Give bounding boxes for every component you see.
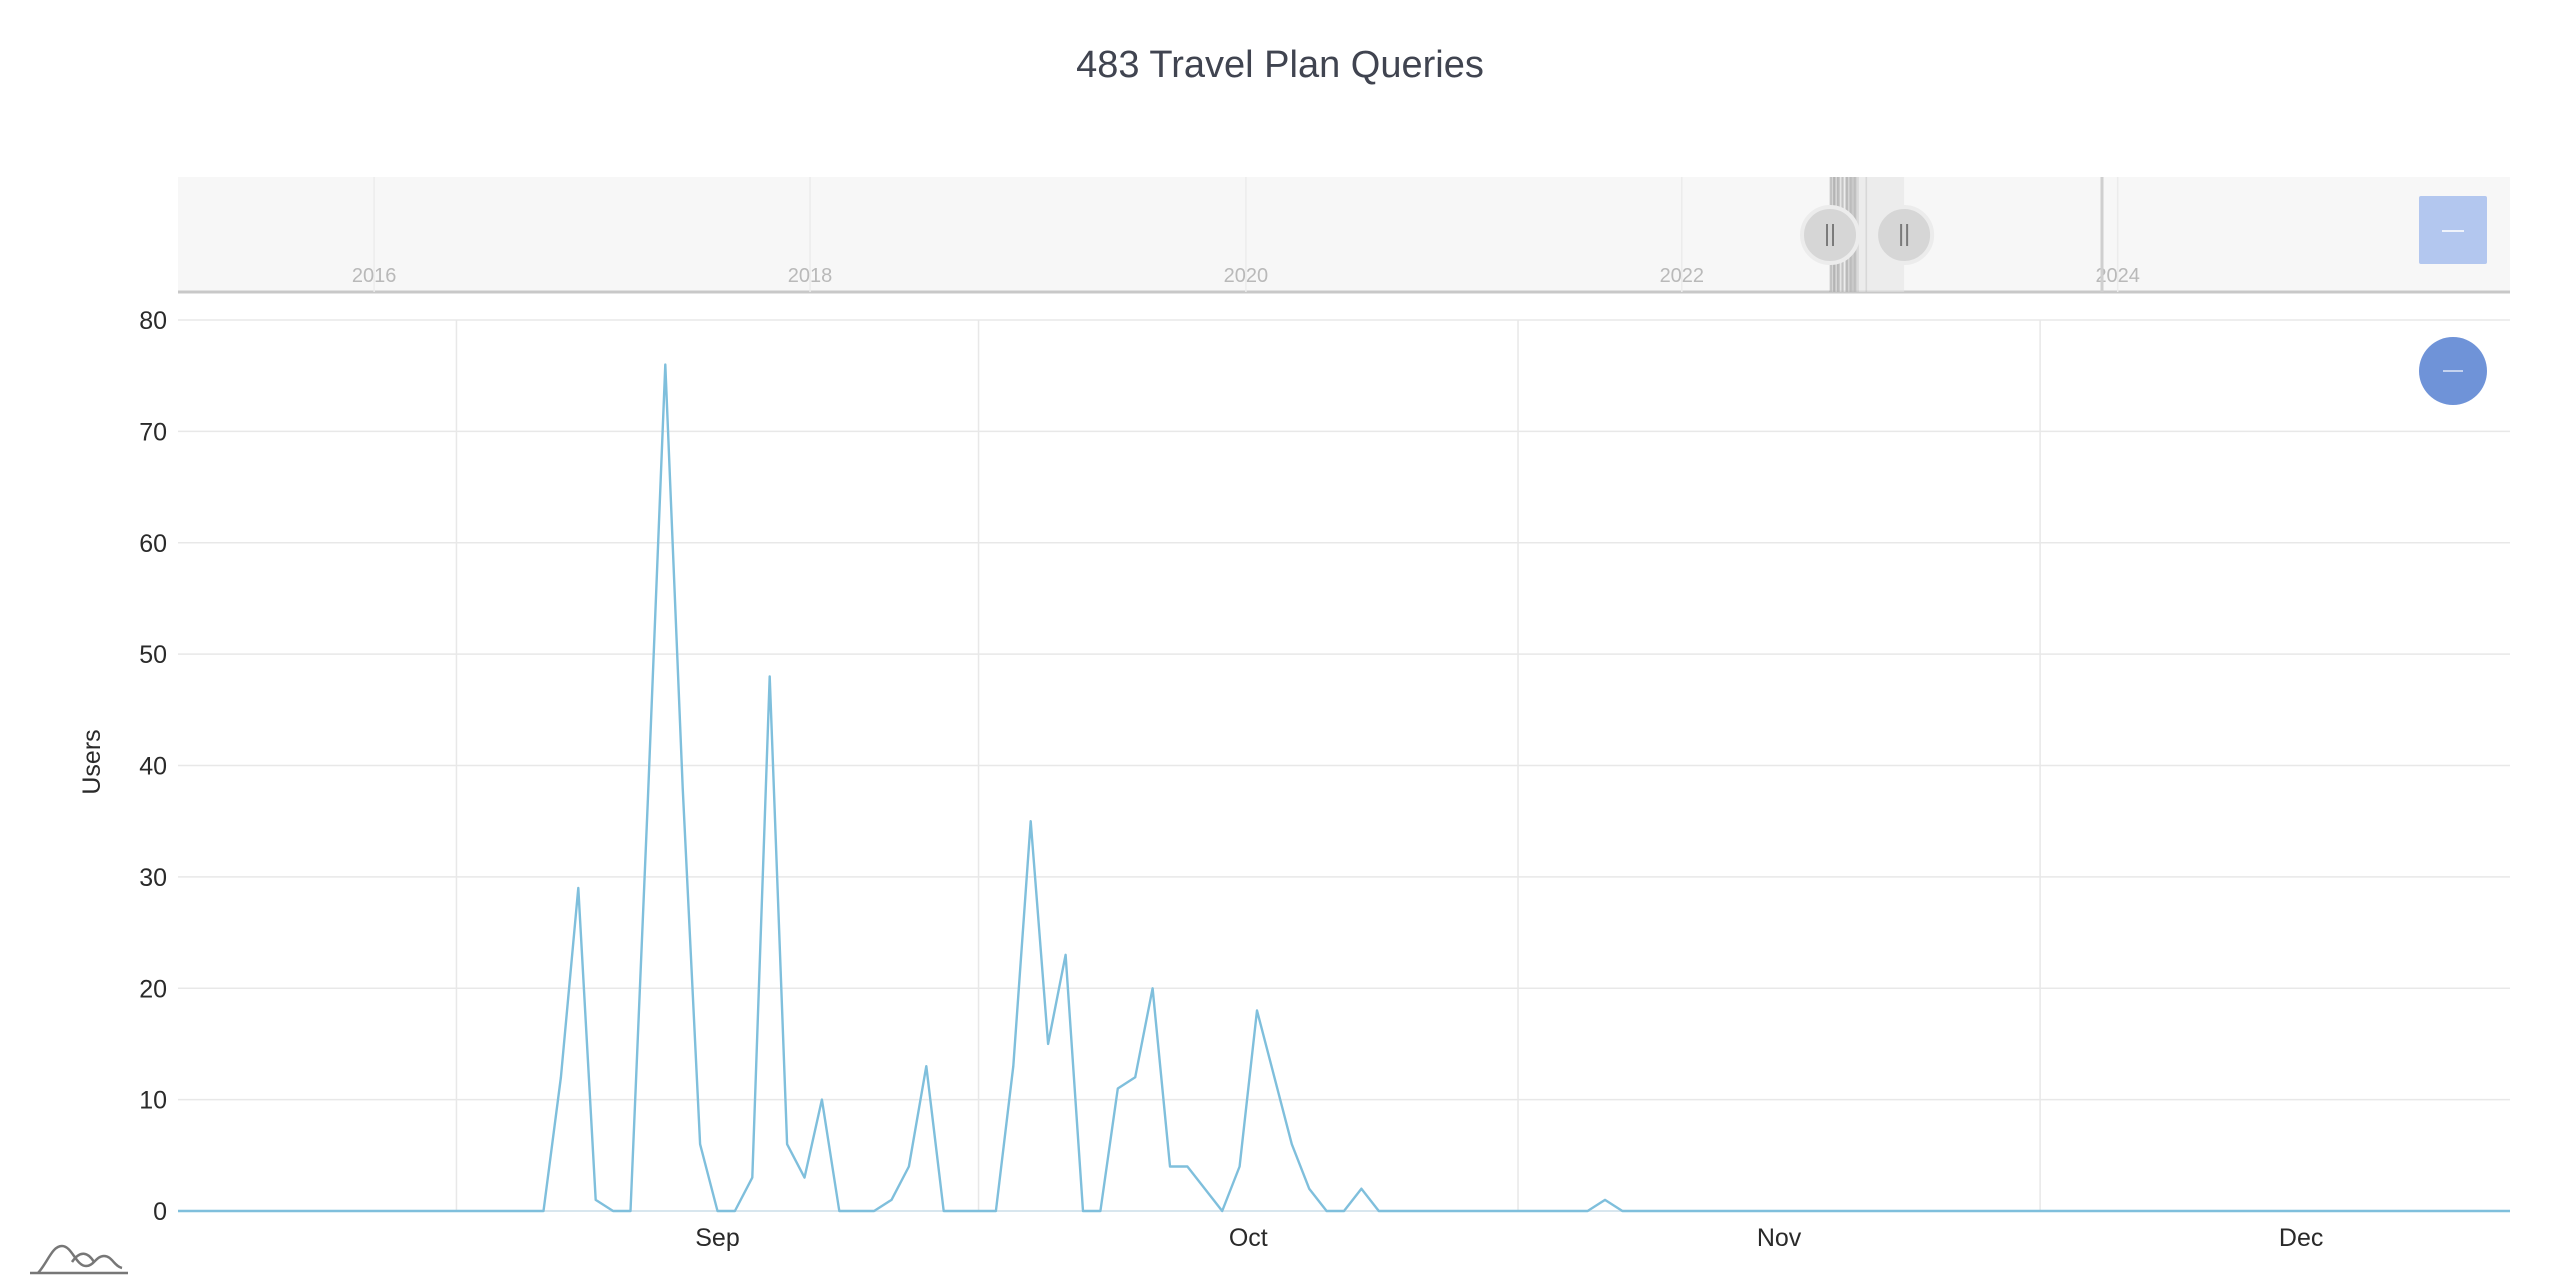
navigator-left-grip[interactable]	[1800, 205, 1861, 265]
y-tick-label: 60	[139, 530, 167, 558]
x-tick-label: Oct	[1229, 1224, 1268, 1252]
navigator-year-label: 2024	[2095, 265, 2140, 287]
navigator-year-label: 2016	[352, 265, 397, 287]
navigator-year-label: 2022	[1660, 265, 1705, 287]
y-tick-label: 50	[139, 641, 167, 669]
y-tick-label: 10	[139, 1087, 167, 1115]
navigator-reset-button[interactable]	[2419, 196, 2487, 264]
reset-zoom-button[interactable]	[2419, 337, 2487, 405]
y-tick-label: 0	[153, 1198, 167, 1226]
navigator-right-grip[interactable]	[1874, 205, 1935, 265]
y-axis-title: Users	[78, 729, 106, 794]
navigator-background[interactable]	[178, 177, 2510, 292]
amcharts-logo-icon[interactable]	[30, 1244, 128, 1275]
y-tick-label: 20	[139, 975, 167, 1003]
y-tick-label: 70	[139, 418, 167, 446]
chart-title: 483 Travel Plan Queries	[1076, 44, 1484, 86]
series-line	[178, 363, 2510, 1213]
x-tick-label: Dec	[2279, 1224, 2323, 1252]
y-tick-label: 40	[139, 753, 167, 781]
date-navigator[interactable]: 2016 2018 2020 2022 2024	[178, 177, 2510, 294]
navigator-year-label: 2020	[1224, 265, 1269, 287]
navigator-year-label: 2018	[788, 265, 833, 287]
x-tick-label: Sep	[695, 1224, 739, 1252]
y-tick-label: 80	[139, 307, 167, 335]
y-tick-label: 30	[139, 864, 167, 892]
x-tick-label: Nov	[1757, 1224, 1802, 1252]
